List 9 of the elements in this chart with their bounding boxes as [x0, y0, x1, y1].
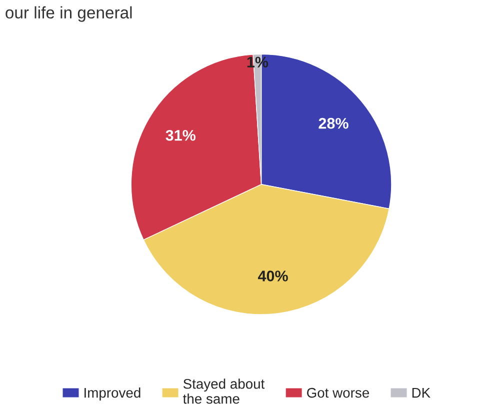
- legend-label: Stayed about the same: [183, 378, 265, 404]
- data-label: 40%: [258, 270, 288, 282]
- chart-title: our life in general: [6, 6, 132, 22]
- legend-label: DK: [412, 388, 430, 398]
- data-label: 1%: [247, 56, 268, 68]
- data-label: 31%: [166, 130, 196, 141]
- legend-label: Improved: [84, 388, 140, 400]
- legend-label: Got worse: [307, 388, 370, 398]
- data-label: 28%: [318, 118, 348, 129]
